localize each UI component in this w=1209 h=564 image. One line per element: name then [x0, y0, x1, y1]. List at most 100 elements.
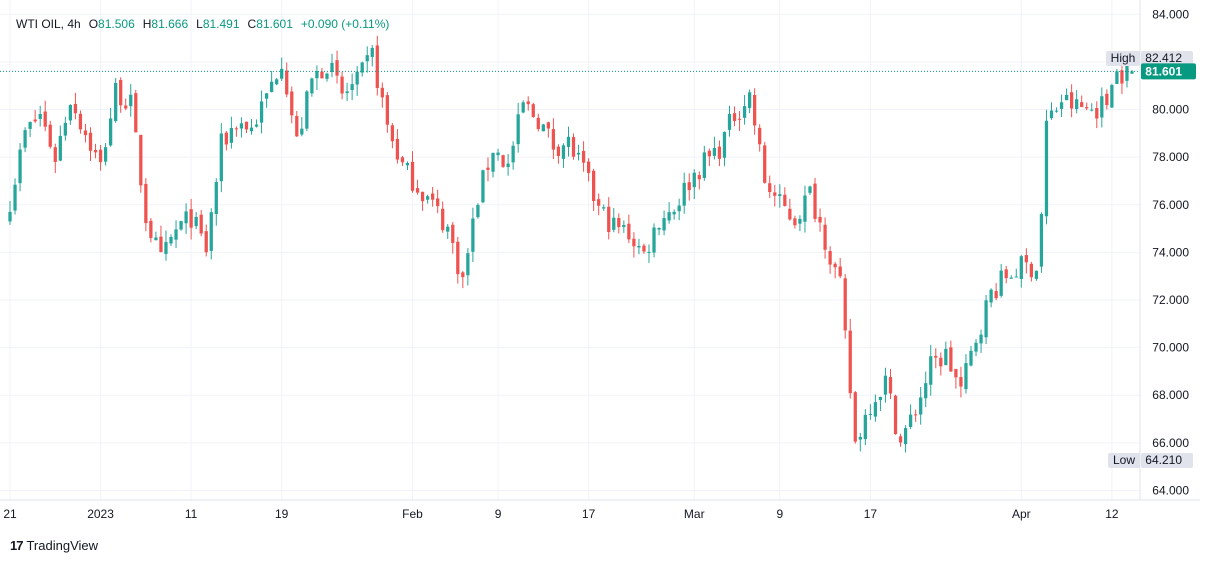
candle-body [622, 224, 626, 227]
candle-body [491, 152, 495, 172]
candle-body [949, 347, 953, 372]
candle-body [848, 330, 852, 394]
candle-body [189, 209, 193, 228]
candle-body [546, 122, 550, 129]
candle-body [1090, 109, 1094, 111]
candle-body [58, 135, 62, 161]
candle-body [390, 125, 395, 142]
candle-body [144, 183, 148, 224]
candle-body [597, 199, 601, 206]
candle-body [929, 356, 933, 385]
tradingview-logo[interactable]: 17 TradingView [10, 538, 98, 553]
candle-body [330, 62, 334, 73]
candle-body [979, 334, 983, 344]
candle-body [254, 124, 259, 127]
x-tick-label: 17 [582, 507, 596, 521]
x-tick-label: 11 [185, 507, 198, 521]
low-marker-label: Low [1113, 453, 1135, 467]
chart-grid [0, 0, 1140, 500]
candle-body [672, 211, 676, 215]
candle-body [607, 206, 611, 232]
candle-body [526, 101, 530, 105]
candle-body [350, 84, 354, 91]
candle-body [576, 152, 581, 155]
candle-body [1100, 96, 1104, 118]
y-tick-label: 68.000 [1152, 388, 1189, 402]
candle-body [768, 183, 772, 192]
candle-body [1075, 99, 1079, 110]
x-tick-label: 12 [1105, 507, 1119, 521]
high-marker-label: High [1111, 51, 1136, 65]
candle-body [395, 138, 400, 160]
candle-body [305, 91, 309, 129]
candle-body [727, 113, 732, 130]
candle-body [778, 194, 782, 197]
y-tick-label: 72.000 [1152, 293, 1189, 307]
legend-open: 81.506 [98, 17, 135, 31]
candle-body [129, 94, 133, 107]
candle-body [924, 383, 928, 399]
candle-body [290, 91, 294, 116]
candle-body [224, 132, 228, 145]
candle-body [88, 132, 93, 151]
candle-body [28, 122, 32, 129]
candle-body [340, 76, 344, 94]
candle-body [873, 402, 878, 417]
candle-body [184, 211, 188, 224]
candle-body [964, 363, 968, 390]
price-axis[interactable]: 64.000 66.000 68.000 70.000 72.000 74.000 76.0… [1152, 7, 1189, 497]
candle-body [1009, 277, 1013, 279]
candle-body [124, 105, 128, 109]
candle-body [415, 188, 420, 193]
candle-body [632, 238, 636, 247]
x-tick-label: Apr [1012, 507, 1031, 521]
candle-body [285, 70, 289, 95]
candle-body [164, 242, 168, 254]
candle-body [556, 146, 561, 157]
candle-body [838, 266, 842, 277]
x-tick-label: Feb [402, 507, 423, 521]
candle-body [1059, 102, 1064, 109]
candle-body [642, 245, 646, 252]
candle-body [893, 395, 898, 435]
candle-body [602, 207, 606, 209]
y-tick-label: 76.000 [1152, 198, 1189, 212]
candle-body [209, 212, 213, 251]
candle-body [194, 216, 198, 227]
x-tick-label: 21 [3, 507, 17, 521]
time-axis[interactable]: 21 2023 11 19 Feb 9 17 Mar 9 17 Apr 12 [3, 507, 1119, 521]
candle-body [627, 223, 631, 240]
candle-body [657, 227, 661, 230]
candle-body [486, 167, 490, 170]
candle-body [919, 397, 923, 415]
candle-body [758, 127, 762, 145]
candle-body [959, 377, 963, 387]
candle-body [536, 117, 540, 130]
candle-body [214, 181, 218, 214]
candle-body [717, 146, 722, 159]
candle-body [908, 414, 913, 427]
candle-body [466, 253, 470, 276]
low-marker: Low 64.210 [1108, 453, 1193, 468]
candle-body [586, 161, 591, 173]
high-marker-value-box [1141, 51, 1193, 66]
candle-body [753, 95, 757, 126]
candle-body [863, 414, 867, 440]
candle-body [1004, 269, 1008, 279]
candle-body [1029, 263, 1034, 278]
candle-body [239, 123, 244, 129]
candle-body [969, 350, 973, 366]
candle-body [1115, 71, 1119, 84]
candle-body [68, 104, 73, 121]
candle-body [179, 221, 183, 230]
candle-body [43, 111, 47, 127]
candle-body [687, 182, 691, 190]
candle-body [1039, 214, 1044, 267]
candle-body [108, 118, 113, 146]
candle-body [994, 290, 998, 299]
candle-body [496, 152, 500, 156]
candle-body [320, 71, 324, 79]
candle-body [481, 170, 485, 203]
candle-body [249, 127, 254, 132]
